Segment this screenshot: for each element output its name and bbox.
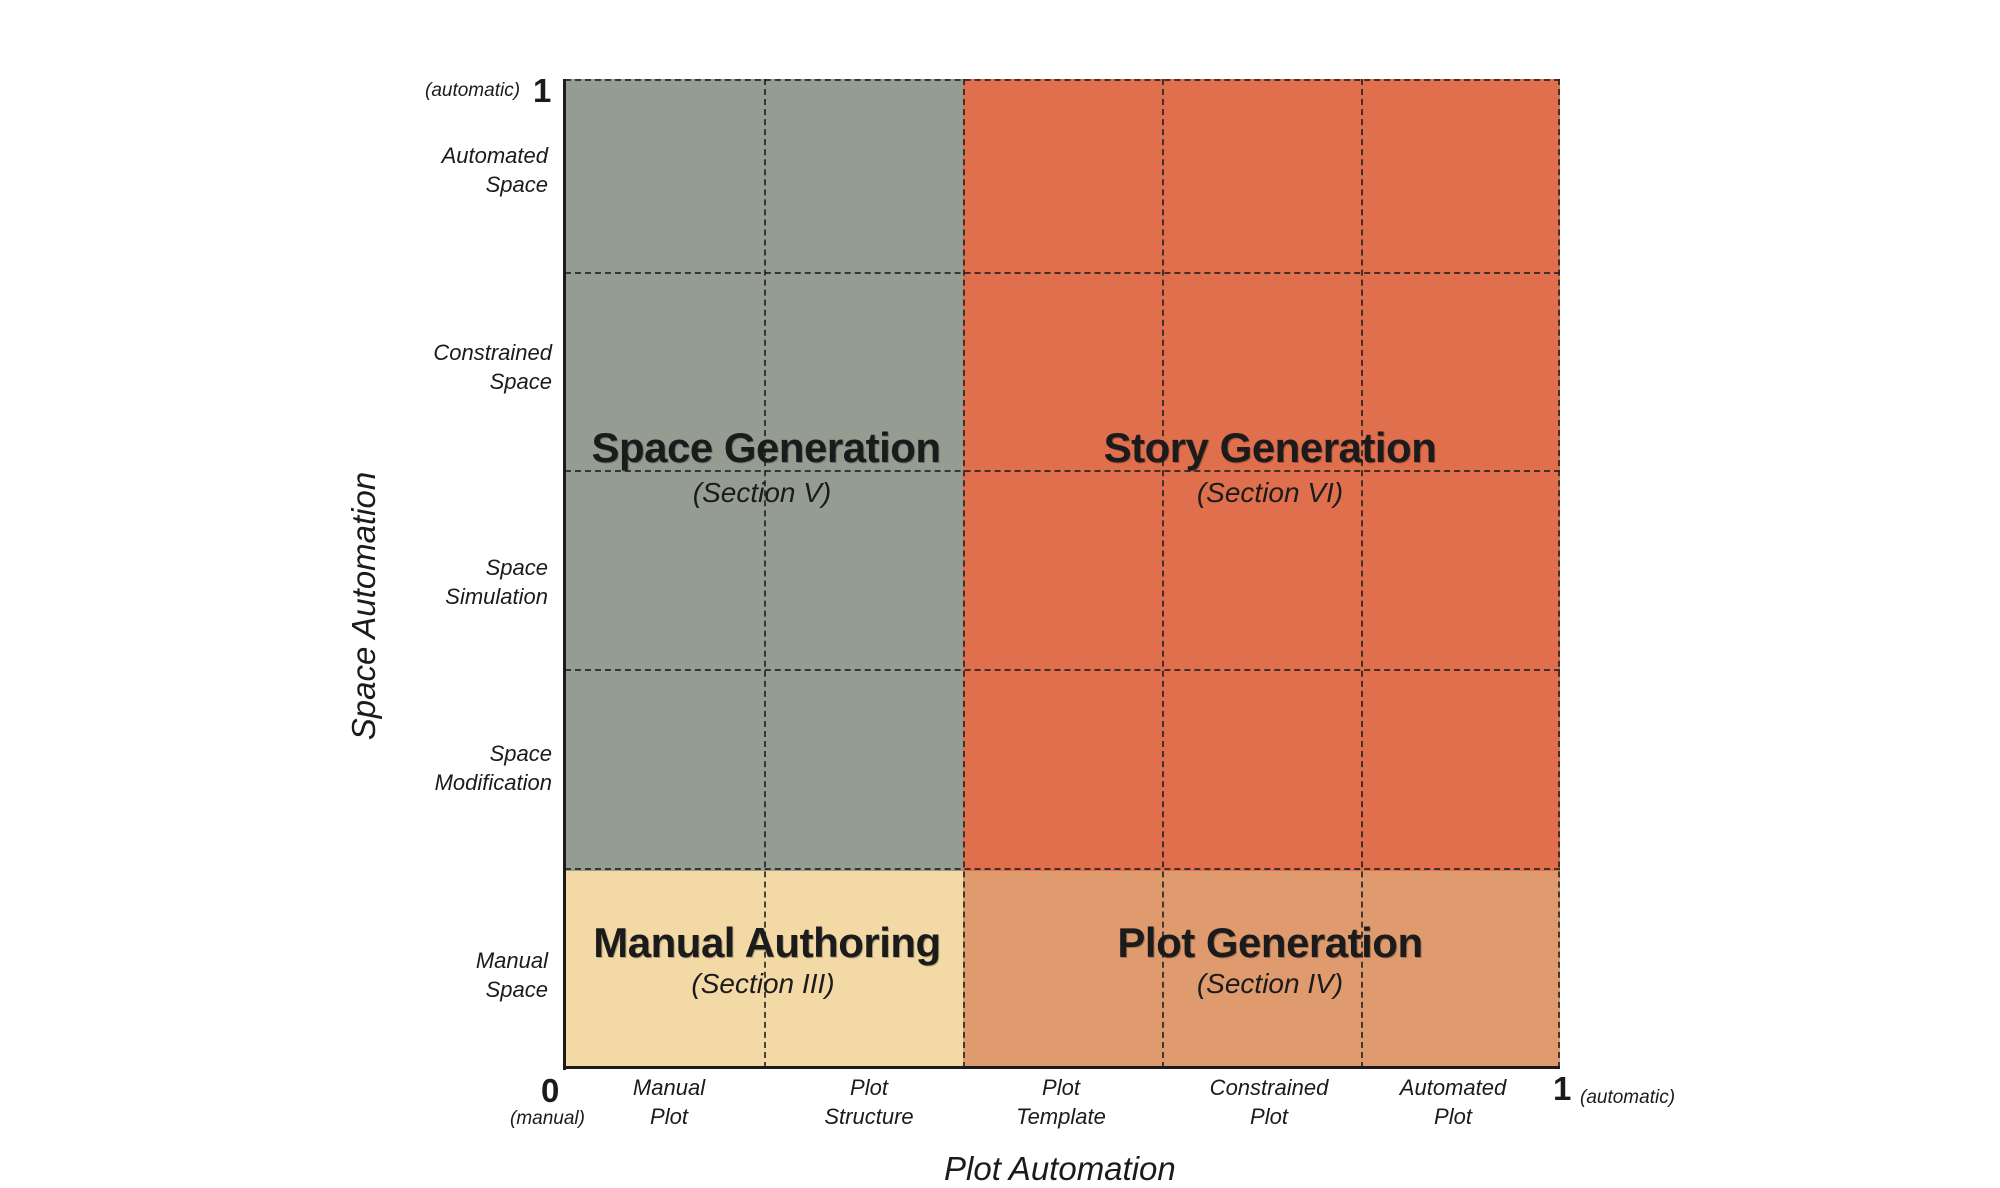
plot-generation-section: (Section IV) [1196,968,1344,999]
y-tick-label: Space Simulation [445,553,548,611]
grid-line-horizontal [565,669,1560,671]
y-tick-line: Space [485,977,548,1002]
story-generation-title: Story Generation [1103,424,1437,471]
x-tick-line: Manual [632,1075,706,1100]
y-tick-line: Space [489,741,552,766]
y-tick-label: Space Modification [435,739,552,797]
grid-line-vertical [1558,79,1560,1068]
y-tick-line: Space [489,369,552,394]
x-tick-line: Automated [1399,1075,1507,1100]
x-axis-origin-note: (manual) [510,1108,585,1129]
space-generation-title: Space Generation [591,424,941,471]
x-tick-line: Structure [824,1104,914,1129]
y-tick-line: Automated [441,143,548,168]
y-axis-top-value: 1 [533,72,552,109]
story-generation-region [963,79,1560,871]
grid-line-horizontal [565,868,1560,870]
x-tick-label: Automated Plot [1400,1073,1506,1131]
x-axis-line [563,1066,1560,1069]
x-axis-title: Plot Automation [944,1150,1176,1187]
y-tick-line: Space [485,172,548,197]
x-tick-label: Plot Template [1016,1073,1106,1131]
plot-generation-region [963,871,1560,1068]
space-generation-section: (Section V) [692,477,832,508]
x-axis-origin-value: 0 [541,1072,560,1109]
y-tick-line: Manual [475,948,548,973]
x-tick-label: Constrained Plot [1210,1073,1329,1131]
grid-line-vertical [1361,79,1363,1068]
grid-line-vertical [963,79,965,1068]
x-axis-end-value: 1 [1553,1070,1572,1107]
matrix-grid [565,79,1560,1068]
x-tick-line: Plot [650,1104,688,1129]
x-tick-line: Plot [1250,1104,1288,1129]
x-tick-line: Plot [850,1075,888,1100]
x-tick-line: Plot [1042,1075,1080,1100]
x-tick-line: Template [1016,1104,1106,1129]
grid-line-horizontal [565,79,1560,81]
x-tick-label: Plot Structure [824,1073,913,1131]
y-tick-label: Manual Space [476,946,548,1004]
manual-authoring-section: (Section III) [691,968,835,999]
x-tick-line: Plot [1434,1104,1472,1129]
x-tick-label: Manual Plot [633,1073,705,1131]
x-axis-end-note: (automatic) [1580,1087,1676,1108]
y-tick-line: Space [485,555,548,580]
y-tick-line: Simulation [445,584,548,609]
y-tick-label: Automated Space [442,141,548,199]
manual-authoring-title: Manual Authoring [593,919,941,966]
grid-line-vertical [1162,79,1164,1068]
y-axis-line [563,79,566,1070]
y-tick-line: Constrained [433,340,552,365]
plot-generation-title: Plot Generation [1117,919,1423,966]
story-generation-section: (Section VI) [1196,477,1344,508]
y-axis-top-note: (automatic) [425,80,521,101]
x-tick-line: Constrained [1209,1075,1329,1100]
y-tick-label: Constrained Space [433,338,552,396]
y-tick-line: Modification [434,770,552,795]
y-axis-title: Space Automation [345,471,382,741]
grid-line-vertical [764,79,766,1068]
grid-line-horizontal [565,470,1560,472]
grid-line-horizontal [565,272,1560,274]
